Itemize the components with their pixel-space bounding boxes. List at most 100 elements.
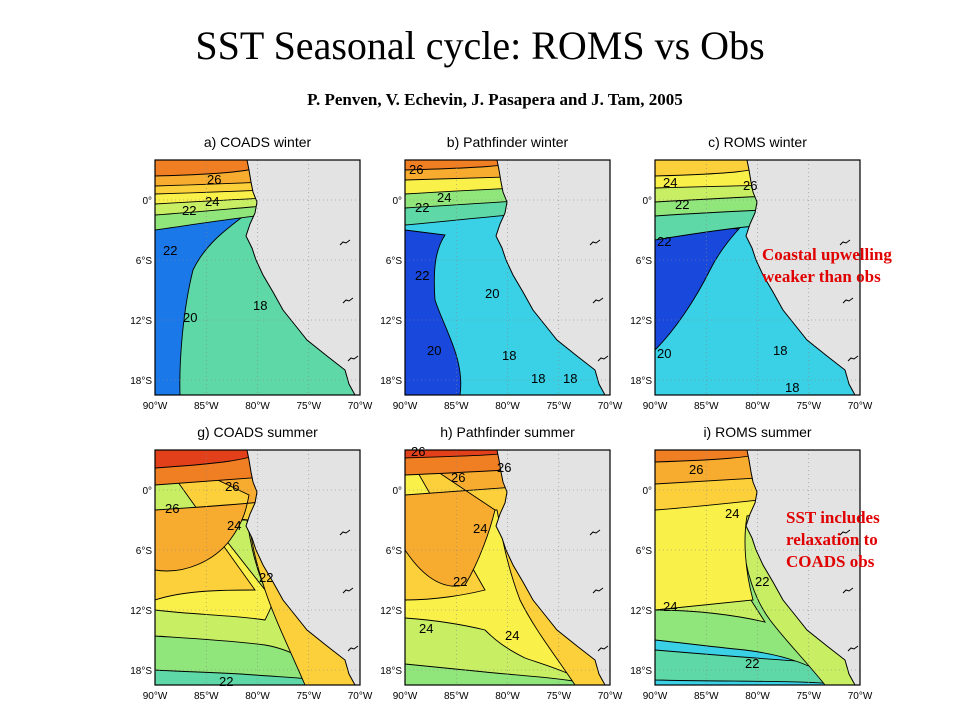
x-tick-label: 70°W [598, 401, 623, 412]
note-relaxation-line2: relaxation to [786, 530, 878, 549]
x-tick-label: 85°W [194, 691, 219, 702]
sst-map: 26 24 22 22 20 18 20 18 18 90°W 85°W 80°W 75°W 70°W 0°… [380, 159, 623, 412]
contour-label: 24 [505, 628, 519, 643]
contour-label: 26 [743, 178, 757, 193]
panel-title: h) Pathfinder summer [440, 424, 575, 440]
contour-label: 22 [163, 243, 177, 258]
sst-map-panel: c) ROMS winter 24 26 22 22 20 18 18 90°W 85°W 80°W… [615, 130, 880, 415]
contour-label: 18 [531, 371, 545, 386]
contour-label: 18 [563, 371, 577, 386]
contour-label: 22 [675, 197, 689, 212]
contour-label: 18 [253, 298, 267, 313]
y-tick-label: 6°S [136, 546, 153, 557]
island-outline [342, 587, 354, 594]
land-mask [495, 450, 610, 685]
land-mask [745, 450, 860, 685]
x-tick-label: 80°W [745, 401, 770, 412]
island-outline [839, 529, 851, 536]
x-tick-label: 70°W [848, 401, 873, 412]
x-tick-label: 90°W [643, 691, 668, 702]
x-tick-label: 85°W [694, 691, 719, 702]
note-upwelling: Coastal upwelling weaker than obs [762, 244, 892, 288]
contour-label: 22 [453, 574, 467, 589]
y-tick-label: 12°S [630, 606, 652, 617]
slide-title: SST Seasonal cycle: ROMS vs Obs [195, 23, 765, 68]
y-tick-label: 6°S [136, 256, 153, 267]
contour-label: 22 [415, 268, 429, 283]
land-mask [495, 160, 610, 395]
contour-label: 22 [657, 234, 671, 249]
y-tick-label: 18°S [130, 666, 152, 677]
x-tick-label: 80°W [495, 401, 520, 412]
panel-title: i) ROMS summer [703, 424, 812, 440]
island-outline [597, 355, 609, 362]
land-mask [745, 160, 860, 395]
map-frame [404, 449, 611, 686]
contour-label: 24 [227, 518, 241, 533]
contour-label: 20 [427, 343, 441, 358]
contour-label: 22 [415, 200, 429, 215]
x-tick-label: 90°W [143, 691, 168, 702]
y-tick-label: 18°S [380, 666, 402, 677]
x-tick-label: 80°W [245, 691, 270, 702]
land-mask [245, 160, 360, 395]
y-tick-label: 0° [142, 486, 152, 497]
y-tick-label: 12°S [380, 316, 402, 327]
contour-label: 26 [689, 462, 703, 477]
x-tick-label: 75°W [296, 691, 321, 702]
island-outline [339, 239, 351, 246]
y-tick-label: 0° [642, 196, 652, 207]
island-outline [847, 355, 859, 362]
island-outline [339, 529, 351, 536]
contour-label: 22 [755, 574, 769, 589]
island-outline [597, 645, 609, 652]
sst-map-panel: g) COADS summer 26 26 24 22 22 90°W 85°W 80°W 75°… [115, 420, 380, 705]
y-tick-label: 12°S [380, 606, 402, 617]
y-tick-label: 18°S [380, 376, 402, 387]
map-frame [154, 449, 361, 686]
y-tick-label: 0° [642, 486, 652, 497]
x-tick-label: 90°W [393, 401, 418, 412]
contour-label: 24 [725, 506, 739, 521]
contour-label: 24 [205, 194, 219, 209]
x-tick-label: 75°W [546, 691, 571, 702]
sst-map: 26 26 26 24 22 24 24 90°W 85°W 80°W 75°W 70°W 0° 6°S 1… [380, 444, 623, 702]
y-tick-label: 18°S [630, 666, 652, 677]
island-outline [347, 645, 359, 652]
sst-map-panel: b) Pathfinder winter 26 24 22 22 20 18 20 18 18 90… [365, 130, 630, 415]
x-tick-label: 90°W [643, 401, 668, 412]
island-outline [589, 239, 601, 246]
y-tick-label: 6°S [636, 256, 653, 267]
contour-label: 26 [411, 444, 425, 459]
note-upwelling-line1: Coastal upwelling [762, 245, 892, 264]
x-tick-label: 90°W [393, 691, 418, 702]
sst-map: 24 26 22 22 20 18 18 90°W 85°W 80°W 75°W 70°W 0° 6°S 1… [630, 159, 873, 412]
x-tick-label: 70°W [348, 691, 373, 702]
contour-label: 22 [182, 203, 196, 218]
contour-label: 26 [225, 479, 239, 494]
island-outline [842, 297, 854, 304]
x-tick-label: 70°W [598, 691, 623, 702]
y-tick-label: 18°S [130, 376, 152, 387]
x-tick-label: 75°W [796, 401, 821, 412]
sst-map-panel: a) COADS winter 26 24 22 22 20 18 90°W 85°W 80°W 7… [115, 130, 380, 415]
contour-label: 24 [473, 521, 487, 536]
contour-label: 24 [663, 599, 677, 614]
y-tick-label: 12°S [130, 606, 152, 617]
panel-title: c) ROMS winter [708, 134, 807, 150]
land-mask [245, 450, 360, 685]
x-tick-label: 70°W [348, 401, 373, 412]
y-tick-label: 0° [392, 486, 402, 497]
contour-label: 18 [773, 343, 787, 358]
contour-label: 24 [419, 621, 433, 636]
y-tick-label: 12°S [630, 316, 652, 327]
panel-title: a) COADS winter [203, 134, 312, 150]
y-tick-label: 6°S [636, 546, 653, 557]
island-outline [342, 297, 354, 304]
y-tick-label: 12°S [130, 316, 152, 327]
map-frame [404, 159, 611, 396]
panel-title: g) COADS summer [197, 424, 318, 440]
map-frame [154, 159, 361, 396]
map-frame [654, 449, 861, 686]
x-tick-label: 85°W [194, 401, 219, 412]
